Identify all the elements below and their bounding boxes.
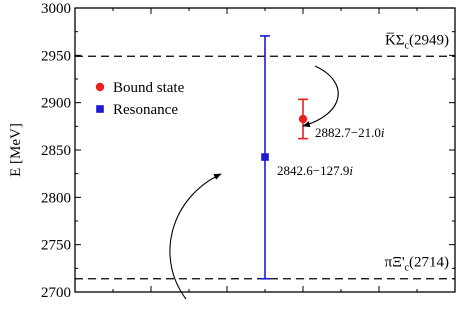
legend-marker-square [96,105,104,113]
y-tick-label: 2800 [41,190,71,206]
threshold-label: K̅Σc(2949) [385,32,449,51]
axes-layer: 2700 2750 2800 2850 2900 2950 3000 E [MeV] [8,1,456,301]
bound-state-point [298,114,308,124]
resonance-point [261,153,269,161]
arrow-to-resonance [169,173,222,300]
y-tick-label: 2900 [41,96,71,112]
data-layer: 2842.6−127.9i 2882.7−21.0i [169,35,385,300]
y-axis-label: E [MeV] [8,123,24,177]
legend-label: Bound state [113,80,185,96]
y-tick-label: 2700 [41,285,71,301]
y-tick-label: 3000 [41,1,71,17]
point-annotation: 2842.6−127.9i [277,163,353,178]
y-tick-label: 2750 [41,238,71,254]
y-tick-label: 2850 [41,143,71,159]
legend-label: Resonance [113,102,178,118]
legend-marker-circle [95,82,105,92]
point-annotation: 2882.7−21.0i [315,125,385,140]
arrow-to-bound-state [302,65,339,128]
y-tick-label: 2950 [41,48,71,64]
legend: Bound state Resonance [95,80,185,118]
threshold-label: πΞ'c(2714) [385,255,449,274]
